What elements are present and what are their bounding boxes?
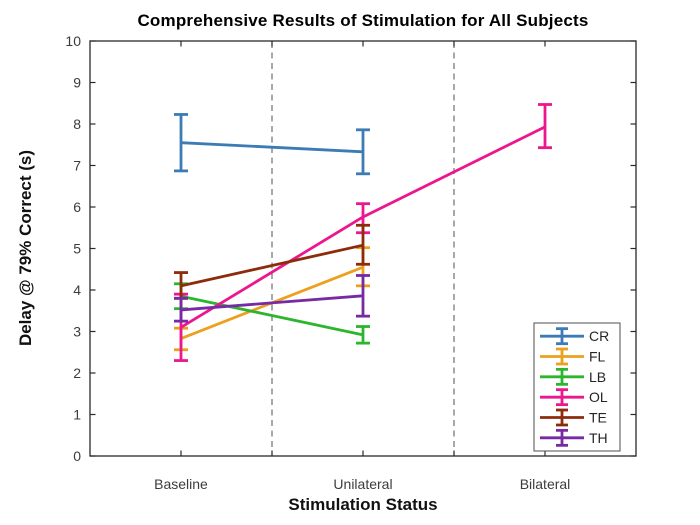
legend-label-TE: TE xyxy=(589,410,607,426)
y-tick-label: 9 xyxy=(73,75,81,91)
x-tick-label-unilateral: Unilateral xyxy=(333,476,392,492)
y-tick-label: 10 xyxy=(65,33,81,49)
chart-title: Comprehensive Results of Stimulation for… xyxy=(137,11,588,30)
series-LB-line xyxy=(180,294,364,337)
series-TE-line xyxy=(180,243,364,288)
legend-label-LB: LB xyxy=(589,369,606,385)
series-TH-line xyxy=(180,294,364,312)
y-tick-label: 6 xyxy=(73,199,81,215)
legend-label-TH: TH xyxy=(589,430,608,446)
x-tick-label-bilateral: Bilateral xyxy=(520,476,571,492)
plot-area: 0 1 2 3 4 5 6 7 8 9 10 Baseline Unilateral Bilateral C… xyxy=(65,33,637,492)
legend-label-OL: OL xyxy=(589,389,608,405)
y-tick-label: 7 xyxy=(73,158,81,174)
y-tick-label: 1 xyxy=(73,407,81,423)
x-tick-label-baseline: Baseline xyxy=(154,476,208,492)
y-tick-label: 3 xyxy=(73,324,81,340)
y-tick-label: 0 xyxy=(73,448,81,464)
y-axis-label: Delay @ 79% Correct (s) xyxy=(16,150,35,346)
x-axis-label: Stimulation Status xyxy=(288,495,437,514)
legend-label-CR: CR xyxy=(589,328,609,344)
y-tick-label: 5 xyxy=(73,241,81,257)
y-tick-label: 8 xyxy=(73,116,81,132)
legend-box xyxy=(533,322,621,452)
y-tick-label: 2 xyxy=(73,365,81,381)
legend-label-FL: FL xyxy=(589,349,606,365)
y-tick-label: 4 xyxy=(73,282,81,298)
series-CR-line xyxy=(180,141,364,154)
